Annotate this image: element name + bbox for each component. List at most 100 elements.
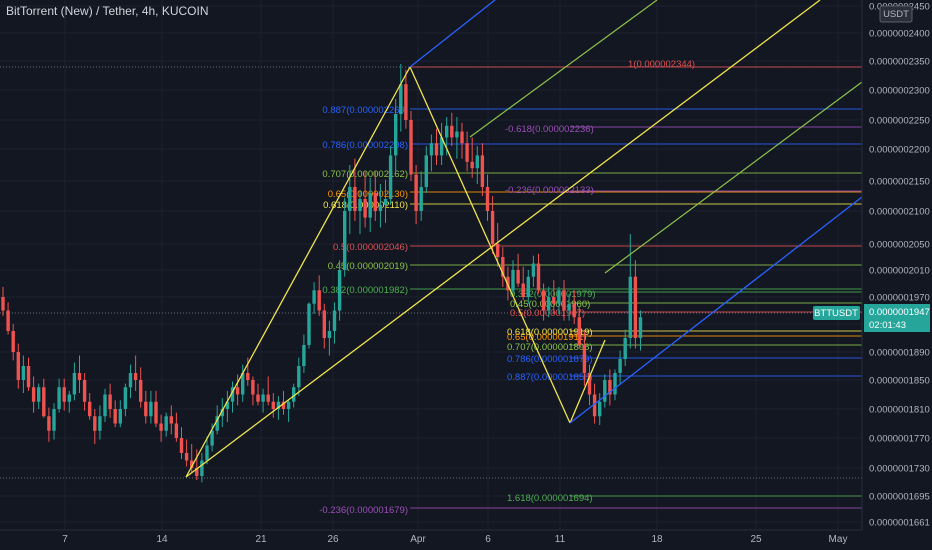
candle-body	[31, 387, 36, 402]
candle-body	[266, 394, 270, 402]
candle	[11, 324, 15, 361]
fib-label-8: 0.382(0.000001982)	[322, 285, 408, 296]
candle	[603, 374, 607, 408]
candle-body	[159, 423, 163, 431]
currency-badge: USDT	[879, 5, 913, 23]
candle-body	[302, 345, 306, 366]
candle	[541, 283, 546, 321]
candle	[465, 131, 469, 172]
candle-body	[582, 345, 587, 373]
candle	[67, 390, 71, 413]
candle	[169, 405, 173, 435]
candle-body	[26, 366, 31, 388]
candle	[475, 146, 479, 184]
fib-label-4: 0.65(0.000002130)	[328, 189, 408, 200]
candle	[31, 376, 36, 413]
candle-body	[312, 290, 316, 304]
candle	[164, 412, 168, 437]
candle-body	[358, 199, 362, 211]
candle-body	[439, 137, 444, 156]
candle-body	[261, 394, 265, 402]
candle	[618, 350, 622, 384]
candle	[82, 373, 87, 411]
candle	[638, 310, 643, 351]
candle	[501, 247, 505, 287]
candle-body	[541, 290, 546, 311]
pitchfork-upper	[409, 0, 496, 68]
candle	[511, 260, 515, 297]
candle-body	[128, 373, 133, 388]
fib-label-1: 0.887(0.000002269)	[322, 105, 408, 116]
candles	[1, 63, 643, 483]
fib-label-11: 0.382(0.000001979)	[510, 289, 596, 300]
candle-body	[567, 303, 571, 311]
candle-body	[195, 468, 199, 476]
time-tick: 11	[555, 534, 566, 545]
candle	[195, 449, 199, 480]
price-tick: 0.0000002200	[869, 145, 930, 156]
fib-label-7: 0.45(0.000002019)	[328, 261, 408, 272]
candle	[373, 171, 377, 221]
candle-body	[501, 257, 505, 277]
candle-body	[373, 193, 377, 211]
candle	[455, 117, 459, 159]
candle-body	[322, 310, 326, 338]
candle-body	[174, 423, 179, 438]
candle	[200, 453, 204, 483]
candle-body	[246, 373, 250, 380]
price-tick: 0.0000002400	[869, 29, 930, 40]
candle	[496, 222, 500, 267]
candle-body	[450, 125, 454, 138]
candle-body	[16, 352, 20, 380]
candle-body	[62, 387, 66, 402]
candle	[139, 367, 143, 408]
price-axis-panel	[862, 0, 932, 550]
last-price-tag-bg	[864, 304, 930, 332]
candle-body	[460, 131, 464, 144]
candle	[6, 302, 10, 335]
time-tick: 6	[485, 534, 491, 545]
candle-body	[445, 125, 449, 138]
candle	[378, 184, 383, 228]
candle-body	[1, 297, 5, 311]
candle-body	[470, 161, 474, 169]
candle	[317, 275, 321, 316]
price-tick: 0.0000002300	[869, 86, 930, 97]
candle	[552, 280, 556, 314]
candle-body	[235, 387, 240, 395]
pitchfork-lower	[569, 196, 863, 424]
candle	[16, 343, 20, 389]
candle-body	[139, 380, 143, 402]
candle	[42, 378, 46, 418]
symbol-tag: BTTUSDT	[814, 308, 858, 319]
candle-body	[516, 270, 520, 284]
candle-body	[317, 290, 321, 311]
candle-body	[455, 131, 459, 138]
candle-body	[485, 187, 490, 211]
candle	[37, 383, 41, 409]
candle	[52, 403, 56, 440]
candle	[159, 414, 163, 442]
candle-body	[587, 373, 592, 395]
candle-body	[103, 394, 107, 417]
candle	[72, 362, 77, 401]
countdown: 02:01:43	[869, 320, 906, 331]
candle-body	[598, 401, 602, 417]
time-axis-panel	[0, 530, 862, 550]
trend-line-up	[569, 339, 606, 424]
candle-body	[638, 317, 643, 338]
candle-body	[490, 211, 495, 244]
candle-body	[93, 416, 97, 431]
candle	[327, 320, 332, 356]
price-tick: 0.0000002250	[869, 116, 930, 127]
candle-body	[179, 438, 184, 453]
candle-body	[108, 394, 112, 409]
currency-label: USDT	[883, 9, 909, 20]
candle-body	[225, 401, 230, 409]
candle	[343, 197, 347, 277]
candle-body	[404, 84, 408, 120]
candle	[577, 307, 581, 349]
candle	[26, 357, 31, 391]
candle-body	[118, 409, 122, 424]
